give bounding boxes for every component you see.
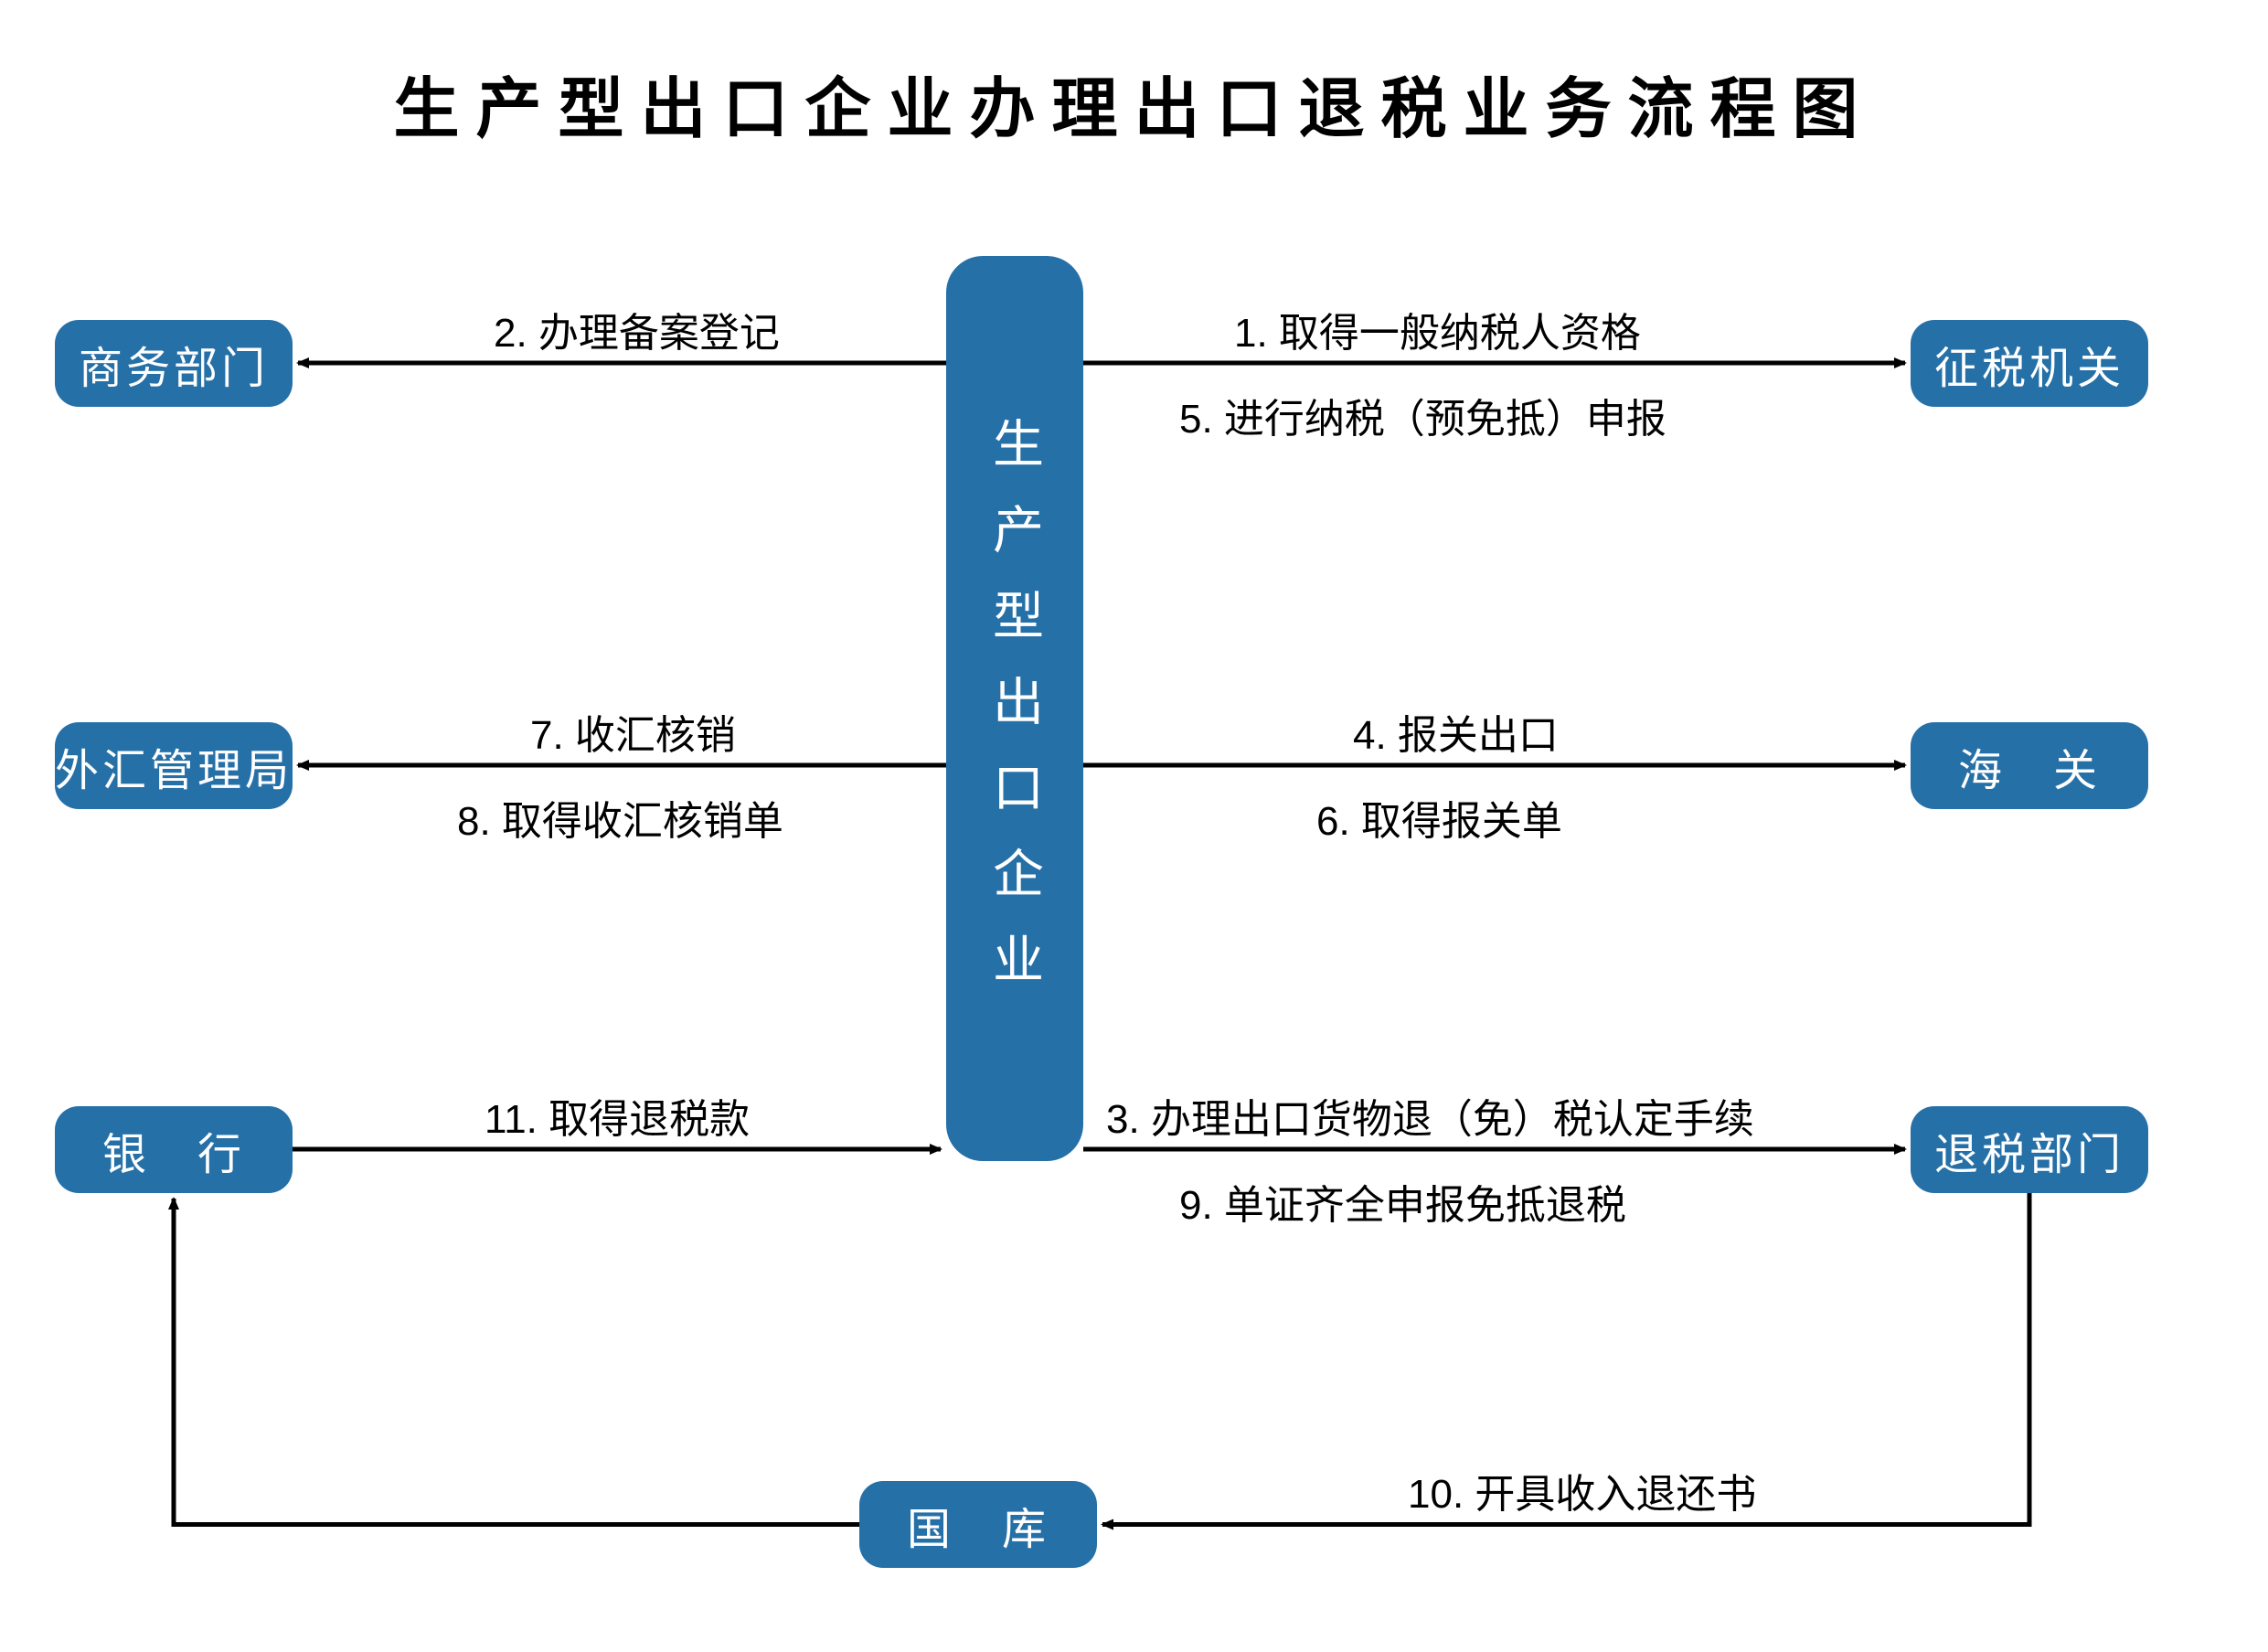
edge-label: 9. 单证齐全申报免抵退税 <box>1179 1172 1626 1231</box>
edge-label: 8. 取得收汇核销单 <box>457 788 783 847</box>
node-commerce: 商务部门 <box>55 320 293 407</box>
arrow-layer <box>0 0 2268 1652</box>
node-center: 生产型出口企业 <box>946 256 1083 1161</box>
chart-title: 生产型出口企业办理出口退税业务流程图 <box>0 55 2268 151</box>
edge-label: 3. 办理出口货物退（免）税认定手续 <box>1106 1086 1754 1145</box>
node-forex: 外汇管理局 <box>55 722 293 809</box>
node-bank: 银 行 <box>55 1106 293 1193</box>
edge-label: 6. 取得报关单 <box>1316 788 1562 847</box>
edge-label: 11. 取得退税款 <box>484 1086 750 1145</box>
edge-label: 5. 进行纳税（预免抵）申报 <box>1179 386 1666 444</box>
edge-label: 1. 取得一般纳税人资格 <box>1234 300 1641 358</box>
node-taxauth: 征税机关 <box>1911 320 2148 407</box>
node-refund: 退税部门 <box>1911 1106 2148 1193</box>
edge-label: 2. 办理备案登记 <box>494 300 780 358</box>
edge-label: 4. 报关出口 <box>1353 702 1559 761</box>
flowchart-canvas: 生产型出口企业办理出口退税业务流程图 生产型出口企业 商务部门外汇管理局银 行 征税… <box>0 0 2268 1652</box>
node-treasury: 国 库 <box>859 1481 1097 1568</box>
node-customs: 海 关 <box>1911 722 2148 809</box>
edge-label: 10. 开具收入退还书 <box>1408 1461 1756 1519</box>
edge-label: 7. 收汇核销 <box>530 702 736 761</box>
